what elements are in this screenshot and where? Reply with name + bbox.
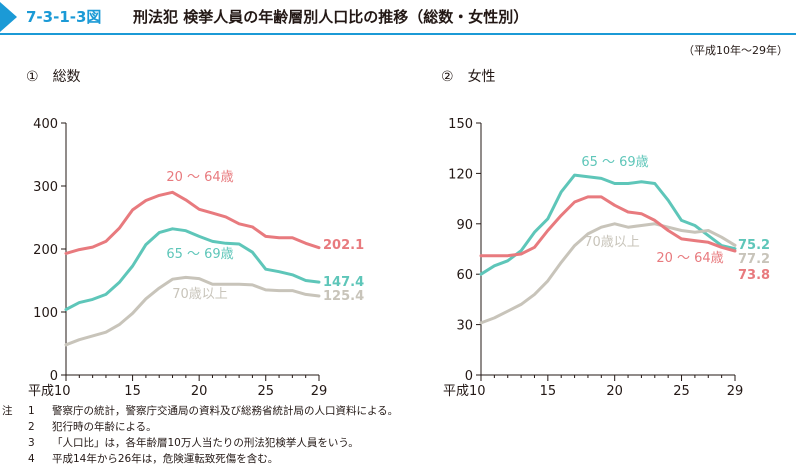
note-text: 犯行時の年齢による。 [52, 421, 157, 433]
note-text: 警察庁の統計，警察庁交通局の資料及び総務省統計局の人口資料による。 [52, 405, 399, 417]
y-tick-label: 0 [465, 369, 473, 384]
end-value-label: 147.4 [323, 275, 364, 290]
end-value-label: 73.8 [738, 268, 770, 283]
y-tick-label: 100 [33, 306, 58, 321]
series-name-label: 70歳以上 [584, 235, 640, 250]
y-tick-label: 0 [50, 369, 58, 384]
series-line [479, 195, 737, 258]
subtitle-female-num: ② [441, 69, 454, 85]
y-tick-label: 200 [33, 243, 58, 258]
series-name-label: 70歳以上 [172, 287, 228, 302]
series-line [479, 173, 737, 276]
x-tick-label: 平成10 [28, 384, 71, 399]
subtitle-total-text: 総数 [52, 69, 81, 85]
notes-label: 注 [2, 405, 13, 417]
y-tick-label: 60 [456, 268, 473, 283]
note-text: 平成14年から26年は，危険運転致死傷を含む。 [52, 453, 279, 465]
series-line [479, 222, 737, 325]
x-tick-label: 15 [540, 384, 557, 399]
end-value-label: 77.2 [738, 252, 770, 267]
series-line [64, 227, 321, 311]
x-tick-label: 平成10 [443, 384, 486, 399]
note-number: 1 [28, 405, 35, 417]
x-tick-label: 29 [727, 384, 744, 399]
figure-title: 刑法犯 検挙人員の年齢層別人口比の推移（総数・女性別） [133, 8, 529, 26]
header-triangle-icon [0, 2, 17, 32]
note-number: 3 [28, 437, 35, 449]
y-tick-label: 120 [448, 167, 473, 182]
y-tick-label: 30 [456, 319, 473, 334]
end-value-label: 75.2 [738, 238, 770, 253]
period-label: （平成10年〜29年） [683, 44, 788, 57]
y-tick-label: 400 [33, 117, 58, 132]
note-number: 2 [28, 421, 35, 433]
series-line [64, 275, 321, 347]
end-value-label: 125.4 [323, 289, 364, 304]
x-tick-label: 25 [257, 384, 274, 399]
figure-number: 7-3-1-3図 [26, 8, 102, 26]
y-tick-label: 150 [448, 117, 473, 132]
subtitle-total: ① 総数 [26, 66, 81, 86]
y-tick-label: 90 [456, 218, 473, 233]
end-value-label: 202.1 [323, 238, 364, 253]
note-text: 「人口比」は，各年齢層10万人当たりの刑法犯検挙人員をいう。 [52, 437, 359, 449]
subtitle-female: ② 女性 [441, 66, 496, 86]
y-tick-label: 300 [33, 180, 58, 195]
series-name-label: 65 〜 69歳 [581, 155, 648, 170]
subtitle-female-text: 女性 [467, 69, 496, 85]
x-tick-label: 20 [606, 384, 623, 399]
series-line [64, 190, 321, 255]
series-name-label: 20 〜 64歳 [166, 170, 233, 185]
subtitle-total-num: ① [26, 69, 39, 85]
series-name-label: 65 〜 69歳 [166, 247, 233, 262]
x-tick-label: 20 [191, 384, 208, 399]
header-rule [0, 33, 796, 35]
note-number: 4 [28, 453, 35, 465]
x-tick-label: 25 [673, 384, 690, 399]
series-name-label: 20 〜 64歳 [656, 251, 723, 266]
figure-header: 7-3-1-3図 刑法犯 検挙人員の年齢層別人口比の推移（総数・女性別） [0, 0, 796, 35]
x-tick-label: 29 [311, 384, 328, 399]
x-tick-label: 15 [124, 384, 141, 399]
